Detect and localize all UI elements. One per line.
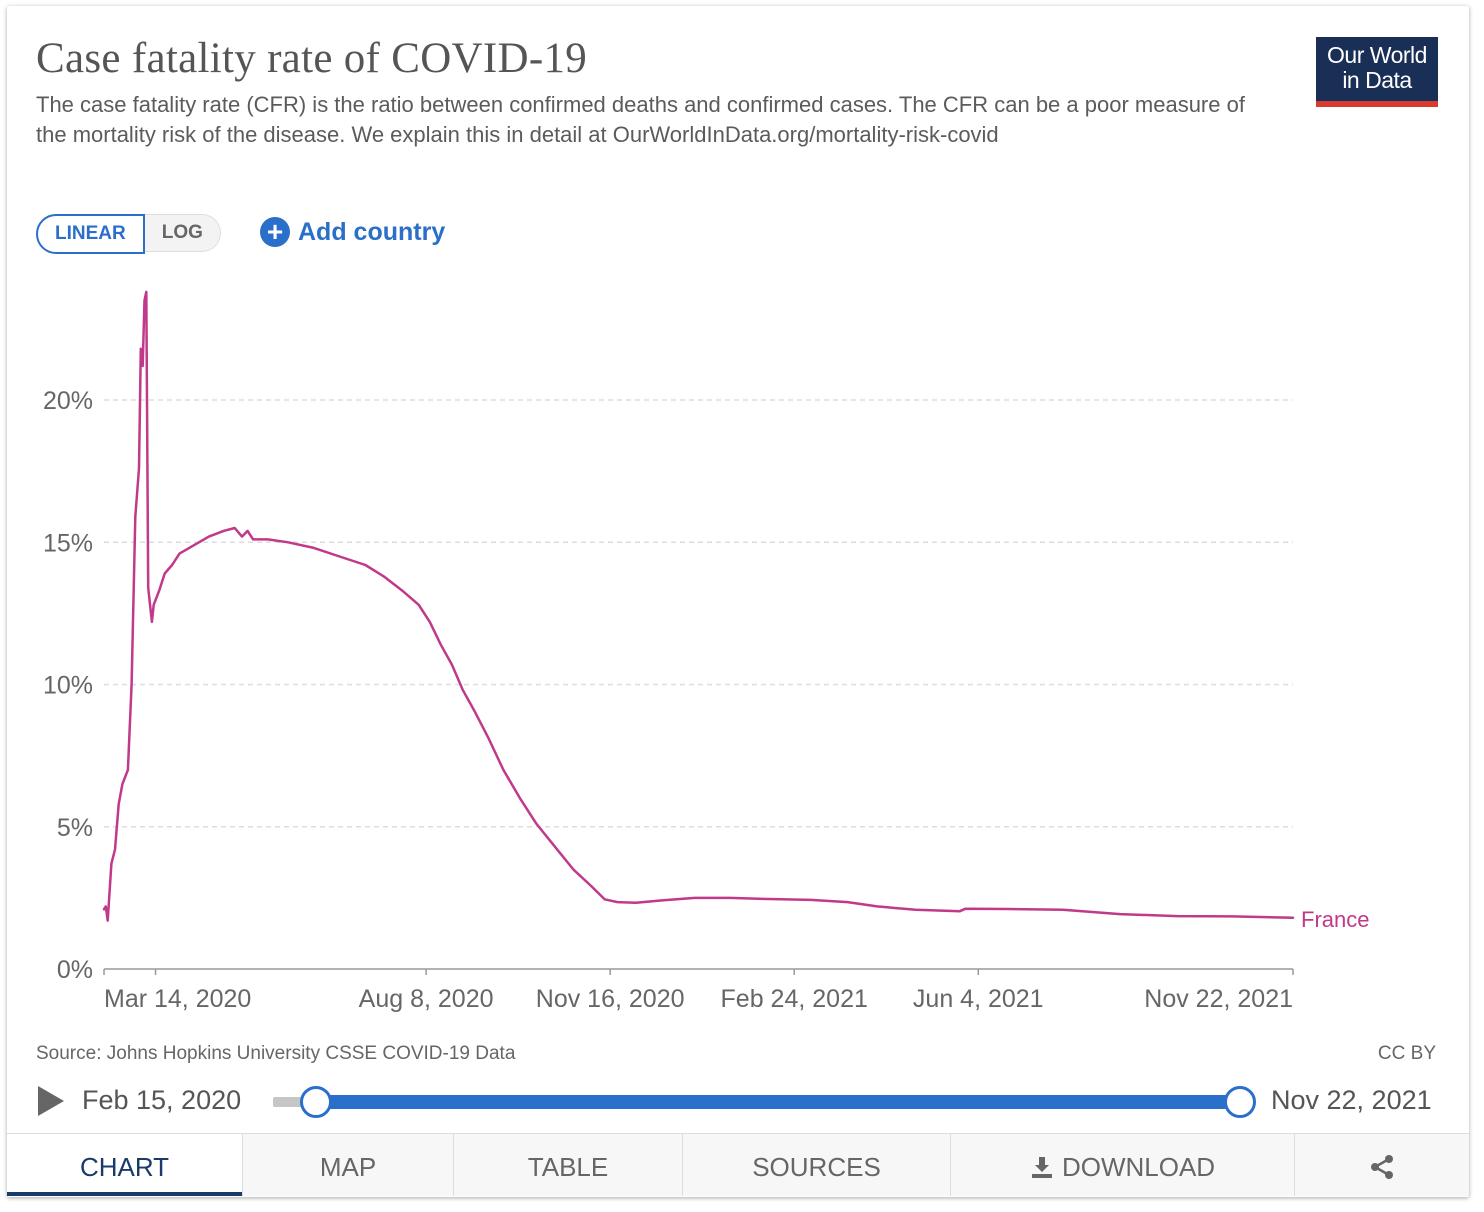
chart-subtitle: The case fatality rate (CFR) is the rati… — [36, 92, 1245, 147]
y-tick-label: 10% — [43, 672, 93, 700]
download-icon — [1031, 1157, 1052, 1178]
tab-table-label: TABLE — [527, 1152, 609, 1182]
tab-share[interactable] — [1294, 1134, 1469, 1196]
scale-toggle: LINEAR LOG — [36, 214, 221, 254]
timeline-end-handle[interactable] — [1224, 1086, 1256, 1118]
y-tick-label: 15% — [43, 529, 93, 557]
timeline-end-label: Nov 22, 2021 — [1271, 1085, 1432, 1115]
linear-scale-button[interactable]: LINEAR — [36, 214, 145, 254]
logo-line-2: in Data — [1342, 67, 1412, 93]
share-icon — [1371, 1155, 1393, 1179]
tab-chart-label: CHART — [79, 1152, 170, 1182]
tab-download-label: DOWNLOAD — [1061, 1152, 1216, 1182]
bottom-tab-bar: CHART MAP TABLE SOURCES DOWNLOAD — [7, 1133, 1469, 1198]
tab-map-label: MAP — [319, 1152, 377, 1182]
tab-table[interactable]: TABLE — [453, 1134, 682, 1196]
axes: 0% 5% 10% 15% 20% Mar 14, 2020 Aug 8, 2020 Nov … — [43, 387, 1294, 1013]
chart-title: Case fatality rate of COVID-19 — [36, 35, 588, 82]
y-tick-label: 5% — [57, 814, 93, 842]
source-note[interactable]: Source: Johns Hopkins University CSSE CO… — [36, 1043, 516, 1064]
tab-sources-label: SOURCES — [752, 1152, 881, 1182]
x-tick-label: Mar 14, 2020 — [104, 985, 251, 1013]
add-country-button[interactable]: + Add country — [260, 214, 445, 250]
owid-logo[interactable]: Our World in Data — [1316, 37, 1438, 107]
series-layer: France — [102, 290, 1369, 932]
license-link[interactable]: CC BY — [1377, 1043, 1436, 1064]
series-label: France — [1301, 907, 1369, 932]
tab-map[interactable]: MAP — [242, 1134, 453, 1196]
gridlines — [104, 399, 1293, 828]
tab-sources[interactable]: SOURCES — [682, 1134, 950, 1196]
timeline-start-handle[interactable] — [300, 1086, 332, 1118]
y-tick-label: 20% — [43, 387, 93, 415]
tab-chart[interactable]: CHART — [7, 1134, 242, 1196]
play-icon[interactable] — [38, 1086, 64, 1116]
series-line-france — [102, 290, 1295, 922]
chart-card — [7, 6, 1469, 1197]
log-scale-button[interactable]: LOG — [144, 214, 221, 252]
x-tick-label: Aug 8, 2020 — [359, 985, 494, 1013]
tab-download[interactable]: DOWNLOAD — [950, 1134, 1294, 1196]
add-country-label: Add country — [298, 217, 446, 246]
x-tick-label: Nov 22, 2021 — [1144, 985, 1293, 1013]
timeline-start-label: Feb 15, 2020 — [82, 1085, 242, 1115]
x-tick-label: Jun 4, 2021 — [913, 985, 1044, 1013]
timeline-selected-range[interactable] — [315, 1095, 1239, 1109]
logo-line-1: Our World — [1327, 42, 1427, 68]
x-tick-label: Feb 24, 2021 — [721, 985, 868, 1013]
plus-circle-icon: + — [260, 217, 290, 247]
y-tick-label: 0% — [57, 956, 93, 984]
x-tick-label: Nov 16, 2020 — [536, 985, 685, 1013]
